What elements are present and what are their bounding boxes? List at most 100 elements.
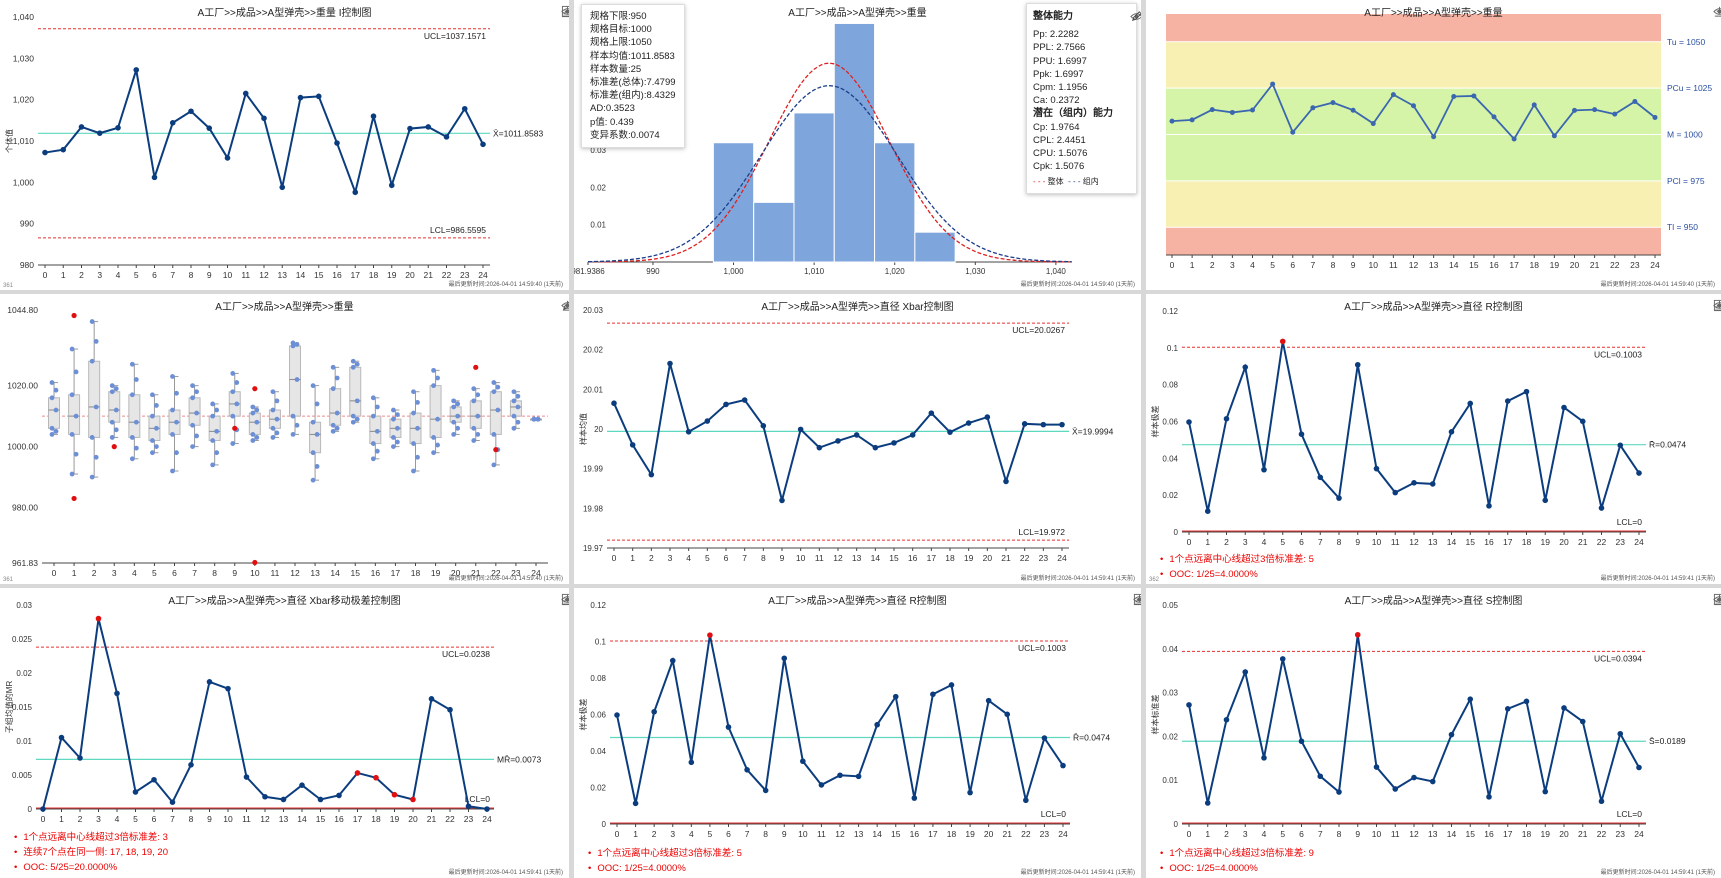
data-point <box>1059 421 1065 428</box>
sample-point <box>451 432 457 437</box>
sample-point <box>370 441 376 446</box>
sample-point <box>471 386 477 392</box>
x-tick-label: 16 <box>371 568 381 578</box>
ooc-point <box>95 615 102 622</box>
x-tick-label: 21 <box>1578 829 1588 839</box>
ooc-point <box>111 444 117 450</box>
x-tick-label: 13 <box>1428 829 1438 839</box>
download-icon[interactable] <box>1133 593 1141 606</box>
x-tick-label: 16 <box>334 814 344 824</box>
data-point <box>1354 361 1361 368</box>
x-tick-label: 2 <box>652 829 657 839</box>
data-point <box>1612 111 1618 117</box>
x-tick-label: 7 <box>170 814 175 824</box>
histogram-bar <box>833 22 876 263</box>
x-tick-label: 8 <box>761 553 766 563</box>
potential-capability-heading: 潜在（组内）能力 <box>1033 108 1113 120</box>
y-tick-label: 1,030 <box>13 53 35 63</box>
download-icon[interactable] <box>561 299 569 312</box>
x-tick-label: 7 <box>745 829 750 839</box>
box <box>48 397 60 429</box>
sample-point <box>350 358 356 364</box>
x-tick-label: 1 <box>61 270 66 280</box>
x-tick-label: 21 <box>424 270 434 280</box>
cap-cpm: Cpm: 1.1956 <box>1033 82 1088 94</box>
sample-point <box>290 432 296 437</box>
sample-point <box>535 416 541 422</box>
download-icon[interactable] <box>1713 299 1721 312</box>
x-tick-label: 10 <box>798 829 808 839</box>
stat-p-value: p值: 0.439 <box>590 116 634 128</box>
data-point <box>1467 696 1474 702</box>
sample-point <box>53 428 59 434</box>
stat-cv: 变异系数:0.0074 <box>590 129 660 141</box>
y-tick-label: 1000.00 <box>7 442 38 452</box>
zone-label: PCu = 1025 <box>1667 83 1712 93</box>
x-tick-label: 20 <box>405 270 415 280</box>
rule-violations: 1个点远离中心线超过3倍标准差: 9 OOC: 1/25=4.0000% <box>1160 846 1314 876</box>
x-tick-label: 1 <box>630 553 635 563</box>
x-tick-label: 11 <box>1391 537 1400 547</box>
data-point <box>96 130 103 136</box>
panel-weight-i-chart: 980 990 1,000 1,010 1,020 1,030 1,040 0 1 2 3 4 5 6 7 8… <box>0 0 569 290</box>
stat-mean: 样本均值:1011.8583 <box>590 50 675 62</box>
x-tick-label: 3 <box>112 568 117 578</box>
x-tick-label: 2 <box>1224 537 1229 547</box>
x-tick-label: 20 <box>984 829 994 839</box>
sample-point <box>431 367 436 373</box>
sample-point <box>350 364 356 370</box>
data-point <box>114 690 120 697</box>
sample-point <box>89 435 95 440</box>
ooc-point <box>354 770 361 776</box>
pencil-icon[interactable] <box>1130 10 1141 23</box>
ucl-label: UCL=20.0267 <box>1012 325 1065 335</box>
x-tick-label: 18 <box>371 814 381 824</box>
x-tick-label: 20 <box>1559 537 1569 547</box>
x-tick-label: 24 <box>531 568 541 578</box>
y-tick-label: 0.12 <box>1162 307 1178 316</box>
y-axis-title: 子组均值的MR <box>4 681 14 734</box>
zone-label: Tl = 950 <box>1667 222 1698 232</box>
x-tick-label: 16 <box>1484 829 1494 839</box>
x-tick-label: 8 <box>212 568 217 578</box>
x-tick-label: 981.9386 <box>574 267 605 276</box>
violation-note: 1个点远离中心线超过3倍标准差: 5 <box>588 846 742 861</box>
data-series-line <box>42 618 488 810</box>
data-point <box>762 787 769 794</box>
cap-cpl: CPL: 2.4451 <box>1033 134 1086 146</box>
sample-point <box>314 464 320 469</box>
x-tick-label: 19 <box>387 270 397 280</box>
data-point <box>1542 788 1549 795</box>
ooc-point <box>252 386 258 392</box>
center-label: X̄=19.9994 <box>1072 426 1114 436</box>
sample-point <box>89 474 95 480</box>
download-icon[interactable] <box>561 5 569 18</box>
download-icon[interactable] <box>1713 593 1721 606</box>
sample-point <box>270 435 276 440</box>
download-icon[interactable] <box>561 593 569 606</box>
data-point <box>1310 105 1316 111</box>
r-chart-plot: 00.020.040.060.080.10.120 1 2 3 4 5 6 7 8 9 10 11 12… <box>578 601 1110 839</box>
cap-ca: Ca: 0.2372 <box>1033 95 1080 107</box>
x-tick-label: 14 <box>1447 829 1457 839</box>
x-tick-label: 8 <box>189 270 194 280</box>
download-icon[interactable] <box>1713 5 1721 18</box>
sample-point <box>391 435 396 440</box>
sample-point <box>451 398 457 404</box>
sample-point <box>350 413 356 419</box>
data-point <box>279 184 286 191</box>
data-point <box>611 400 617 407</box>
data-point <box>169 799 176 805</box>
x-tick-label: 10 <box>250 568 260 578</box>
sample-point <box>290 413 296 419</box>
x-tick-label: 4 <box>1262 537 1267 547</box>
sample-point <box>411 410 416 416</box>
x-tick-label: 18 <box>947 829 957 839</box>
sample-point <box>170 407 175 413</box>
histogram-bar <box>874 142 916 263</box>
x-tick-label: 0 <box>1187 829 1192 839</box>
data-point <box>669 657 676 664</box>
x-tick-label: 5 <box>708 829 713 839</box>
data-point <box>911 795 918 801</box>
